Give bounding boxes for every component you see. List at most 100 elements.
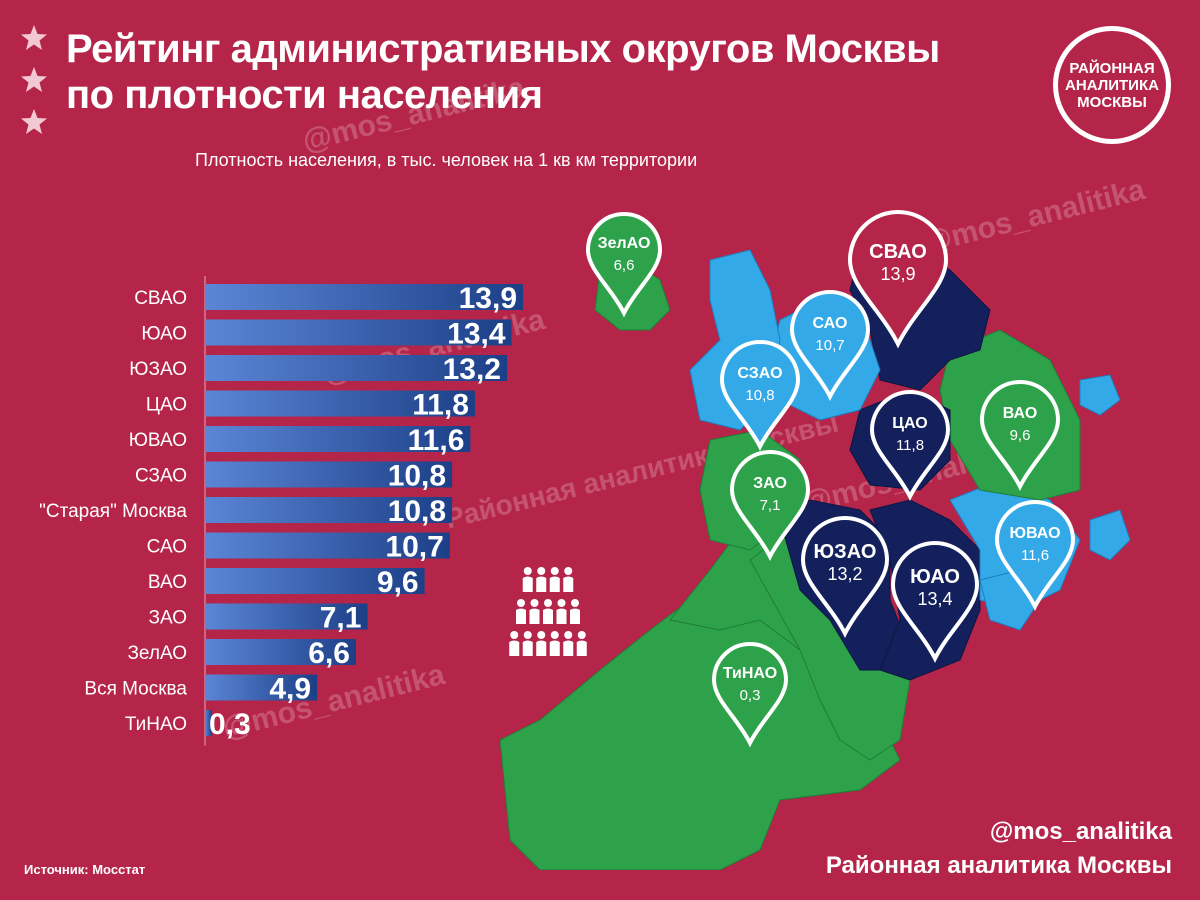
people-icon — [509, 567, 587, 656]
map-marker: САО 10,7 — [789, 290, 871, 401]
map-marker-name: СЗАО — [737, 365, 782, 382]
bar — [205, 461, 453, 488]
chart-subtitle: Плотность населения, в тыс. человек на 1… — [195, 150, 698, 170]
person-body — [509, 640, 520, 656]
map-marker: ЗАО 7,1 — [729, 450, 811, 561]
moscow-map: ЗелАО6,6СВАО13,9САО10,7СЗАО10,8ЦАО11,8ВА… — [499, 210, 1131, 870]
page-title: Рейтинг административных округов Москвы … — [66, 26, 940, 118]
person-head — [550, 567, 559, 575]
person-body — [563, 640, 574, 656]
bar-value-label: 9,6 — [377, 566, 419, 599]
person-body — [522, 576, 533, 592]
map-marker-pin — [719, 340, 801, 451]
person-body — [536, 576, 547, 592]
map-marker-value: 10,8 — [745, 387, 774, 404]
logo-line-1: РАЙОННАЯ — [1069, 59, 1155, 77]
bar-value-label: 13,9 — [459, 282, 517, 315]
bar-category-label: "Старая" Москва — [39, 501, 187, 522]
map-marker-value: 13,9 — [880, 264, 915, 284]
map-marker-value: 13,4 — [917, 589, 952, 609]
person-body — [563, 576, 574, 592]
star-icon — [21, 67, 47, 92]
map-marker-pin — [789, 290, 871, 401]
map-marker-name: СВАО — [869, 241, 927, 263]
map-marker-pin — [847, 210, 949, 349]
person-head — [537, 631, 546, 639]
person-body — [516, 608, 526, 624]
bar-category-label: Вся Москва — [84, 679, 187, 700]
bar — [205, 355, 507, 381]
bar-category-label: ЗАО — [148, 608, 187, 629]
bar-category-label: ВАО — [148, 572, 187, 593]
bar-category-label: ЮЗАО — [129, 359, 187, 380]
person-head — [544, 599, 552, 607]
footer-org: Районная аналитика Москвы — [825, 852, 1172, 879]
map-marker: ЦАО 11,8 — [869, 390, 951, 501]
map-marker: ЗелАО 6,6 — [585, 212, 663, 318]
map-marker-pin — [711, 642, 789, 748]
logo-line-2: АНАЛИТИКА — [1065, 76, 1159, 94]
map-marker-value: 0,3 — [740, 687, 761, 704]
bar-value-label: 6,6 — [308, 637, 350, 670]
logo: РАЙОННАЯ АНАЛИТИКА МОСКВЫ — [1053, 26, 1171, 144]
map-marker-name: САО — [813, 315, 848, 332]
map-marker: ВАО 9,6 — [979, 380, 1061, 491]
map-marker-name: ЗелАО — [598, 235, 651, 252]
person-head — [530, 599, 539, 607]
map-marker-name: ЮАО — [910, 566, 960, 588]
bar-category-label: ЦАО — [146, 395, 187, 416]
star-decorations — [20, 24, 54, 150]
bar-category-label: ТиНАО — [125, 714, 187, 735]
map-marker-name: ТиНАО — [723, 665, 777, 682]
title-line-2: по плотности населения — [66, 73, 543, 117]
bar-value-label: 10,8 — [388, 495, 446, 528]
bar — [205, 497, 453, 523]
person-body — [570, 608, 580, 624]
map-region-east-north — [1079, 374, 1121, 416]
bar-value-label: 4,9 — [269, 673, 311, 706]
person-body — [576, 640, 587, 656]
map-marker-value: 13,2 — [827, 564, 862, 584]
map-marker-pin — [729, 450, 811, 561]
bar-value-label: 0,3 — [209, 708, 251, 741]
person-head — [510, 631, 519, 639]
bar-category-label: САО — [147, 537, 187, 558]
map-marker-name: ЗАО — [753, 475, 787, 492]
bar-category-label: ЮАО — [141, 324, 187, 345]
bar-value-label: 7,1 — [320, 602, 362, 635]
person-body — [543, 608, 553, 624]
bar — [205, 532, 450, 559]
bar — [205, 284, 523, 310]
person-body — [536, 640, 547, 656]
bar-value-label: 13,4 — [447, 318, 506, 351]
map-marker-pin — [585, 212, 663, 318]
person-head — [523, 631, 532, 639]
map-marker-name: ЮЗАО — [814, 541, 877, 563]
bar-value-label: 10,8 — [388, 460, 446, 493]
bar — [205, 674, 318, 701]
map-marker: СЗАО 10,8 — [719, 340, 801, 451]
person-body — [556, 608, 567, 624]
map-marker-value: 11,6 — [1021, 547, 1049, 564]
map-marker-value: 11,8 — [896, 437, 924, 454]
bar-value-label: 13,2 — [443, 353, 501, 386]
person-head — [557, 599, 566, 607]
bar-value-label: 11,6 — [408, 424, 465, 457]
map-marker-value: 7,1 — [760, 497, 781, 514]
logo-inner: РАЙОННАЯ АНАЛИТИКА МОСКВЫ — [1058, 31, 1166, 139]
logo-line-3: МОСКВЫ — [1077, 93, 1147, 111]
bar-value-label: 10,7 — [385, 531, 443, 564]
bar-value-label: 11,8 — [412, 389, 469, 422]
bar — [205, 426, 471, 452]
person-head — [577, 631, 586, 639]
person-head — [550, 631, 559, 639]
bar — [205, 603, 368, 630]
person-head — [523, 567, 532, 575]
map-marker-pin — [994, 500, 1076, 611]
map-marker-value: 10,7 — [815, 337, 844, 354]
person-head — [564, 631, 573, 639]
person-head — [517, 599, 525, 607]
map-marker: ТиНАО 0,3 — [711, 642, 789, 748]
